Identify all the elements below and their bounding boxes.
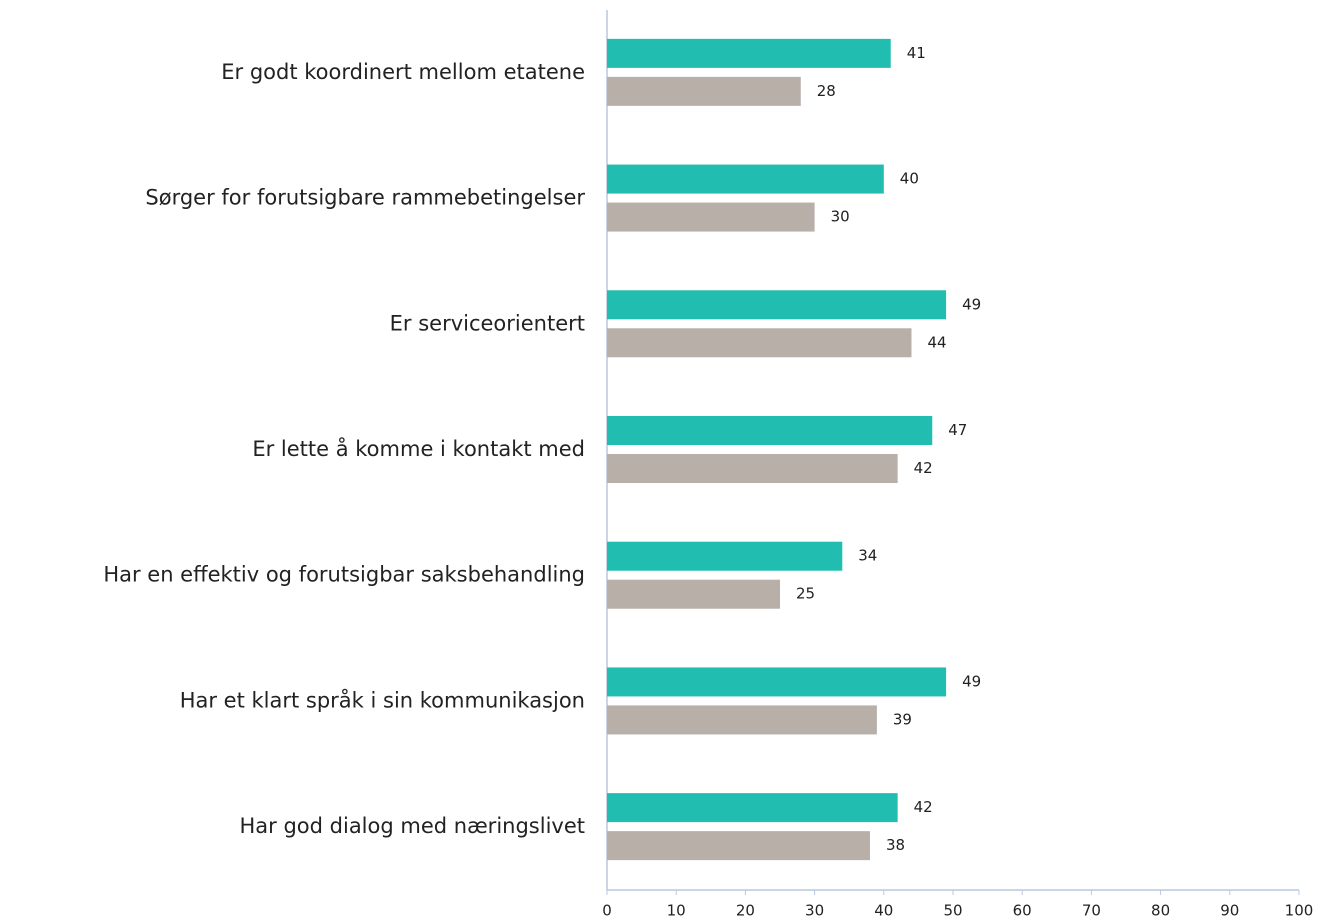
x-tick-label: 50 [943, 902, 962, 920]
category-label: Har en effektiv og forutsigbar saksbehan… [103, 563, 585, 587]
value-label: 49 [962, 672, 981, 690]
bar [607, 290, 947, 320]
x-tick-label: 80 [1151, 902, 1170, 920]
x-tick-label: 30 [805, 902, 824, 920]
x-tick-label: 40 [874, 902, 893, 920]
value-label: 34 [858, 547, 877, 565]
x-tick-label: 60 [1013, 902, 1032, 920]
value-label: 44 [927, 333, 946, 351]
bar [607, 793, 898, 823]
bar [607, 202, 815, 232]
value-label: 42 [914, 798, 933, 816]
bar [607, 667, 947, 697]
bar [607, 454, 898, 483]
value-label: 47 [948, 421, 967, 439]
bar [607, 164, 884, 194]
value-label: 38 [886, 836, 905, 854]
x-tick-label: 100 [1285, 902, 1314, 920]
x-tick-label: 70 [1082, 902, 1101, 920]
bar [607, 705, 877, 735]
bar [607, 416, 933, 445]
x-tick-label: 0 [602, 902, 612, 920]
bar [607, 38, 891, 68]
bar [607, 328, 912, 358]
category-label: Har et klart språk i sin kommunikasjon [180, 687, 585, 712]
value-label: 30 [831, 208, 850, 226]
value-label: 49 [962, 295, 981, 313]
x-tick-label: 20 [736, 902, 755, 920]
category-label: Er serviceorientert [390, 311, 585, 335]
bar [607, 76, 801, 106]
value-label: 28 [817, 82, 836, 100]
bar [607, 831, 870, 861]
value-label: 42 [914, 459, 933, 477]
x-tick-label: 90 [1220, 902, 1239, 920]
value-label: 41 [907, 44, 926, 62]
bar [607, 579, 780, 609]
category-label: Er lette å komme i kontakt med [252, 436, 585, 461]
category-label: Er godt koordinert mellom etatene [221, 60, 585, 84]
x-tick-label: 10 [667, 902, 686, 920]
category-label: Sørger for forutsigbare rammebetingelser [145, 186, 585, 210]
value-label: 25 [796, 585, 815, 603]
category-label: Har god dialog med næringslivet [240, 814, 586, 838]
bar [607, 541, 843, 571]
value-label: 39 [893, 710, 912, 728]
value-label: 40 [900, 170, 919, 188]
